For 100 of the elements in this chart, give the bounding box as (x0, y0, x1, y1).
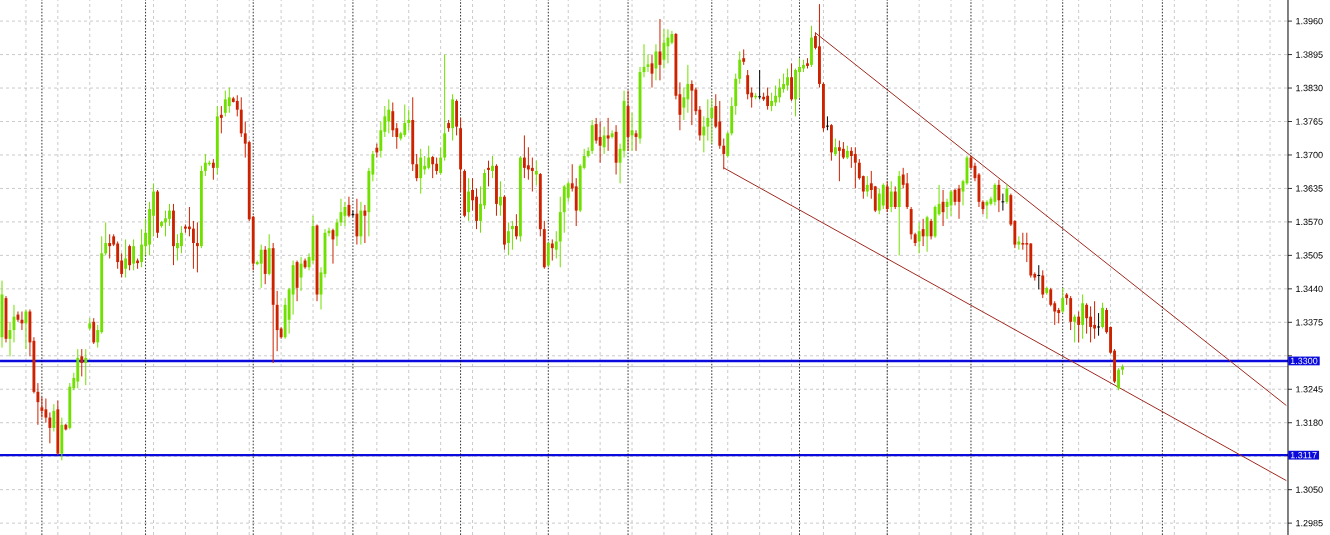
candlestick (203, 153, 207, 177)
candlestick (431, 155, 435, 179)
candlestick (702, 115, 706, 153)
candlestick (506, 221, 510, 256)
candlestick (176, 233, 179, 262)
candlestick (905, 172, 909, 210)
candlestick (929, 218, 933, 240)
candlestick (239, 96, 243, 138)
candlestick (706, 98, 710, 142)
candlestick (427, 145, 431, 170)
candlestick (849, 146, 853, 169)
candlestick (299, 256, 303, 292)
candlestick (491, 155, 494, 179)
candlestick (1041, 269, 1045, 299)
candlestick (92, 317, 96, 345)
candlestick (778, 78, 782, 103)
candlestick (1000, 193, 1005, 212)
candlestick (941, 189, 945, 227)
candlestick (419, 148, 423, 195)
candlestick (1069, 295, 1073, 331)
candlestick (853, 146, 857, 189)
candlestick (997, 179, 1001, 213)
candlestick (726, 131, 730, 159)
candlestick (403, 104, 407, 138)
candlestick (865, 175, 869, 198)
candlestick (666, 28, 670, 64)
candlestick (164, 210, 167, 237)
candlestick (746, 69, 750, 100)
candlestick (530, 157, 534, 193)
y-tick-label: 1.3570 (1296, 218, 1323, 226)
y-tick-label: 1.3700 (1296, 151, 1323, 159)
candlestick (546, 240, 550, 268)
candlestick (128, 244, 132, 271)
candlestick (191, 220, 195, 270)
candlestick (415, 153, 419, 182)
y-tick-label: 1.3245 (1296, 386, 1323, 393)
candlestick (24, 308, 28, 350)
candlestick (554, 230, 558, 259)
candlestick (140, 228, 144, 268)
candlestick (766, 87, 770, 111)
candlestick (790, 62, 793, 102)
candlestick (84, 348, 88, 386)
candlestick (1101, 302, 1104, 329)
candlestick (387, 98, 391, 134)
candlestick (522, 134, 526, 179)
y-tick-label: 1.3375 (1296, 319, 1323, 326)
candlestick (606, 117, 610, 152)
y-tick-label: 1.2985 (1296, 519, 1323, 527)
candlestick (1005, 184, 1009, 205)
candlestick (770, 92, 774, 112)
candlestick (1077, 311, 1081, 343)
candlestick (710, 98, 714, 145)
y-tick-label: 1.3180 (1296, 419, 1323, 426)
candlestick (782, 73, 785, 94)
candlestick (363, 204, 367, 244)
candlestick (44, 398, 48, 424)
candlestick (1085, 302, 1089, 335)
candlestick (682, 87, 686, 121)
candlestick (116, 240, 120, 270)
candlestick (798, 57, 801, 99)
candlestick (1089, 305, 1093, 343)
candlestick (108, 233, 112, 259)
candlestick (168, 203, 171, 227)
candlestick (52, 403, 56, 432)
candlestick (259, 244, 263, 289)
y-tick-label: 1.3765 (1296, 118, 1323, 125)
candlestick (195, 221, 199, 273)
candlestick (917, 221, 921, 254)
candlestick (690, 79, 694, 126)
candlestick (1061, 287, 1065, 314)
candlestick (1073, 314, 1077, 343)
candlestick (993, 182, 997, 206)
candlestick (877, 187, 881, 215)
candlestick (80, 348, 84, 377)
candlestick (391, 101, 395, 138)
candlestick (76, 348, 80, 389)
candlestick (487, 160, 490, 187)
candlestick (774, 84, 778, 107)
candlestick (423, 155, 427, 176)
candlestick (223, 90, 227, 117)
candlestick (893, 185, 897, 210)
candlestick (235, 94, 239, 117)
candlestick (219, 105, 223, 134)
y-tick-label: 1.3440 (1296, 285, 1323, 293)
candlestick (550, 238, 554, 262)
candlestick (510, 220, 514, 251)
candlestick (722, 138, 726, 170)
candlestick (211, 158, 215, 181)
y-tick-label: 1.3505 (1296, 252, 1323, 259)
y-tick-label: 1.3050 (1296, 486, 1323, 493)
candlestick (104, 221, 108, 256)
candlestick (1081, 294, 1085, 340)
candlestick (985, 199, 989, 220)
candlestick (786, 67, 789, 92)
candlestick (355, 198, 359, 246)
candlestick (439, 146, 443, 176)
candlestick (881, 182, 885, 210)
candlestick (610, 129, 614, 139)
y-tick-label: 1.3895 (1296, 51, 1323, 58)
candlestick (921, 218, 925, 247)
